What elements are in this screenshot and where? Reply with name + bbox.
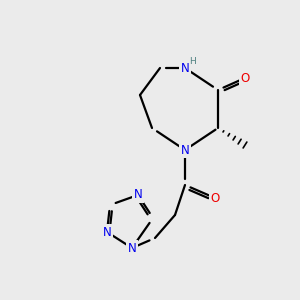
Text: O: O xyxy=(210,191,220,205)
Text: N: N xyxy=(181,143,189,157)
Text: H: H xyxy=(189,56,195,65)
Text: N: N xyxy=(128,242,136,254)
Text: N: N xyxy=(181,61,189,74)
Text: N: N xyxy=(103,226,111,238)
Text: O: O xyxy=(240,71,250,85)
Text: N: N xyxy=(134,188,142,202)
